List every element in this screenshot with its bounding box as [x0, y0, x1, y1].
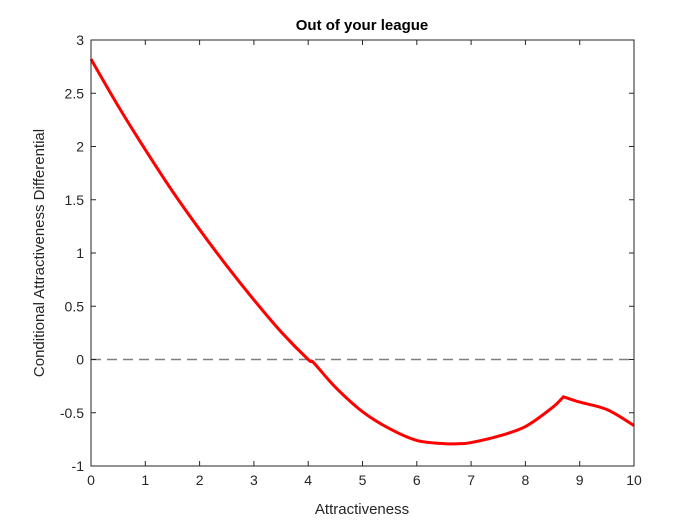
y-tick-label: 3 [76, 32, 84, 48]
x-tick-label: 10 [626, 472, 642, 488]
x-tick-label: 5 [359, 472, 367, 488]
y-tick-label: 1.5 [65, 192, 85, 208]
x-tick-label: 3 [250, 472, 258, 488]
ticks-layer: 0 1 2 3 4 5 6 7 8 9 10 -1 -0.5 0 0.5 1 1.5 2 2.5 3 [60, 32, 642, 488]
y-tick-label: -1 [72, 458, 85, 474]
y-tick-label: 0.5 [65, 298, 85, 314]
y-tick-label: 2 [76, 139, 84, 155]
x-tick-label: 7 [467, 472, 475, 488]
x-axis-label: Attractiveness [315, 501, 409, 518]
x-tick-label: 6 [413, 472, 421, 488]
y-tick-label: 2.5 [65, 85, 85, 101]
y-tick-label: -0.5 [60, 405, 84, 421]
x-tick-label: 4 [304, 472, 312, 488]
y-axis-label: Conditional Attractiveness Differential [31, 129, 48, 377]
x-tick-label: 2 [196, 472, 204, 488]
plot-frame [90, 39, 635, 467]
x-tick-label: 8 [522, 472, 530, 488]
attractiveness-differential-line [89, 58, 635, 446]
plot-area [91, 40, 634, 466]
y-tick-label: 1 [76, 245, 84, 261]
y-tick-label: 0 [76, 352, 84, 368]
x-tick-label: 9 [576, 472, 584, 488]
chart-title: Out of your league [296, 17, 429, 34]
series-layer [89, 58, 635, 446]
x-tick-label: 0 [87, 472, 95, 488]
x-tick-label: 1 [141, 472, 149, 488]
